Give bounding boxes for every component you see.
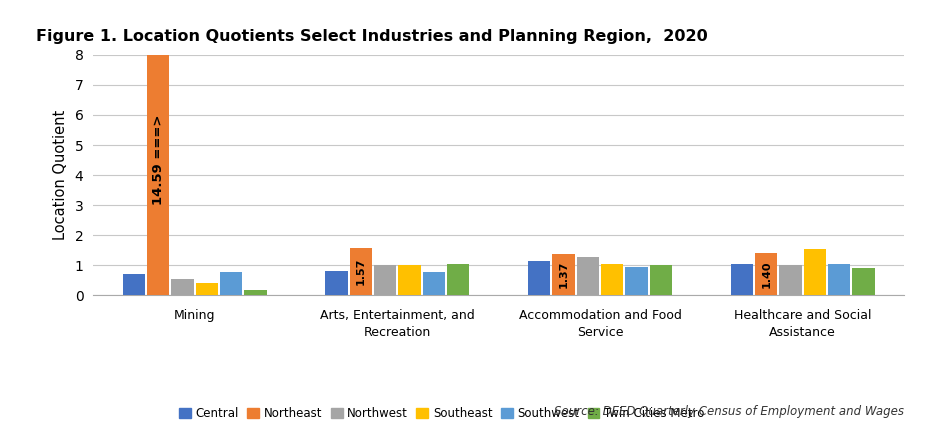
Bar — [422, 272, 445, 295]
Bar — [779, 265, 802, 295]
Bar — [650, 265, 672, 295]
Bar — [755, 253, 777, 295]
Bar — [852, 268, 875, 295]
Bar — [828, 264, 850, 295]
Text: 14.59 ===>: 14.59 ===> — [152, 115, 165, 206]
Legend: Central, Northeast, Northwest, Southeast, Southwest, Twin Cities Metro: Central, Northeast, Northwest, Southeast… — [174, 402, 709, 422]
Bar — [803, 249, 826, 295]
Bar — [350, 248, 372, 295]
Bar — [196, 283, 218, 295]
Bar — [398, 265, 420, 295]
Bar — [731, 264, 753, 295]
Bar — [625, 267, 648, 295]
Text: Figure 1. Location Quotients Select Industries and Planning Region,  2020: Figure 1. Location Quotients Select Indu… — [36, 29, 708, 44]
Bar — [577, 257, 599, 295]
Bar — [325, 271, 348, 295]
Bar — [528, 261, 551, 295]
Text: Source: DEED Quarterly Census of Employment and Wages: Source: DEED Quarterly Census of Employm… — [554, 405, 904, 418]
Y-axis label: Location Quotient: Location Quotient — [53, 110, 68, 240]
Bar — [122, 274, 145, 295]
Bar — [244, 290, 267, 295]
Text: 1.37: 1.37 — [558, 261, 569, 289]
Bar — [171, 279, 194, 295]
Bar — [147, 55, 170, 295]
Text: 1.57: 1.57 — [356, 258, 365, 286]
Bar — [446, 264, 470, 295]
Bar — [553, 254, 575, 295]
Bar — [601, 264, 624, 295]
Text: 1.40: 1.40 — [761, 261, 771, 288]
Bar — [220, 272, 242, 295]
Bar — [374, 265, 396, 295]
